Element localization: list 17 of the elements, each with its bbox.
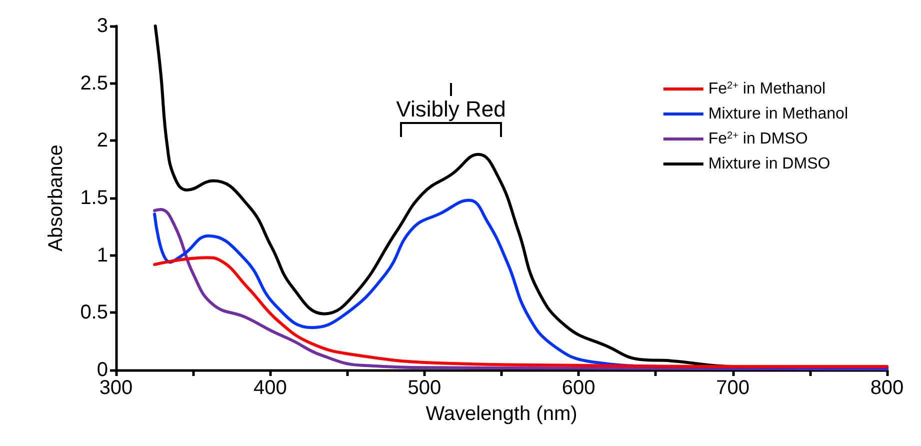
legend-label: Mixture in DMSO — [708, 156, 830, 172]
x-tick-label: 700 — [716, 377, 750, 399]
y-tick-label: 2 — [96, 130, 108, 152]
x-tick-label: 600 — [562, 377, 596, 399]
y-tick-label: 3 — [96, 15, 108, 37]
x-tick-label: 800 — [870, 377, 904, 399]
y-tick-label: 2.5 — [80, 72, 108, 94]
y-tick-label: 1 — [96, 244, 108, 266]
annotation: Visibly Red — [396, 96, 506, 122]
y-axis-title: Absorbance — [45, 144, 67, 252]
y-tick-label: 1.5 — [80, 187, 108, 209]
x-tick-label: 500 — [408, 377, 442, 399]
y-tick-label: 0.5 — [80, 302, 108, 324]
legend-label: Mixture in Methanol — [708, 106, 848, 122]
x-axis-title: Wavelength (nm) — [426, 403, 578, 425]
x-tick-label: 400 — [254, 377, 287, 399]
line-series — [153, 256, 888, 368]
